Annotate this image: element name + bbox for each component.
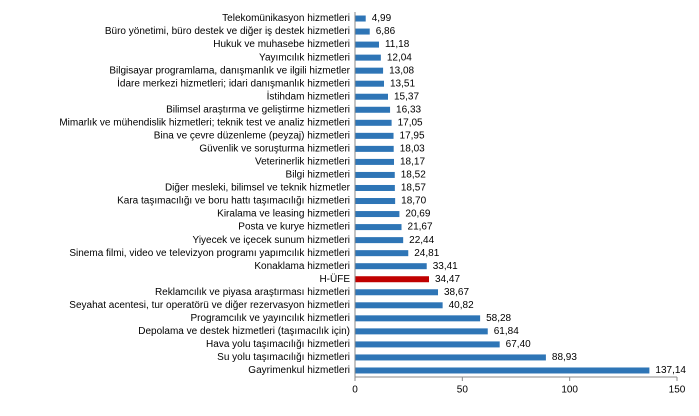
value-label: 11,18 [385, 39, 410, 50]
bar [355, 302, 443, 309]
bar [355, 328, 488, 335]
bar [355, 54, 381, 61]
bar [355, 263, 427, 270]
bar [355, 106, 391, 113]
y-tick-label: Bina ve çevre düzenleme (peyzaj) hizmetl… [154, 130, 350, 141]
value-label: 22,44 [409, 235, 434, 246]
value-label: 13,51 [390, 78, 415, 89]
y-tick-label: Güvenlik ve soruşturma hizmetleri [199, 144, 350, 155]
y-tick-label: Gayrimenkul hizmetleri [248, 365, 350, 376]
x-tick-label: 150 [669, 385, 686, 396]
value-label: 15,37 [394, 91, 419, 102]
bar [355, 237, 404, 244]
bar [355, 145, 394, 152]
y-tick-label: Bilgi hizmetleri [286, 170, 350, 181]
x-tick-label: 100 [561, 385, 578, 396]
x-tick-label: 0 [352, 385, 358, 396]
y-tick-label: Bilimsel araştırma ve geliştirme hizmetl… [166, 104, 350, 115]
bar [355, 224, 402, 231]
value-label: 13,08 [389, 65, 414, 76]
bar [355, 132, 394, 139]
value-label: 18,57 [401, 183, 426, 194]
bar [355, 184, 395, 191]
y-tick-label: Diğer mesleki, bilimsel ve teknik hizmet… [165, 183, 351, 194]
y-tick-label: Depolama ve destek hizmetleri (taşımacıl… [138, 326, 350, 337]
bar [355, 354, 546, 361]
value-label: 88,93 [552, 352, 577, 363]
bar [355, 367, 650, 374]
bar [355, 119, 392, 126]
value-label: 20,69 [405, 209, 430, 220]
y-tick-label: Büro yönetimi, büro destek ve diğer iş d… [105, 26, 350, 37]
value-label: 34,47 [435, 274, 460, 285]
value-label: 137,14 [655, 365, 686, 376]
y-tick-label: Yiyecek ve içecek sunum hizmetleri [193, 235, 350, 246]
y-tick-label: Kiralama ve leasing hizmetleri [217, 209, 350, 220]
y-tick-label: Programcılık ve yayıncılık hizmetleri [191, 313, 351, 324]
y-tick-label: Mimarlık ve mühendislik hizmetleri; tekn… [59, 117, 350, 128]
value-label: 33,41 [433, 261, 458, 272]
value-label: 18,03 [400, 144, 425, 155]
x-tick-label: 50 [457, 385, 469, 396]
bar [355, 171, 395, 178]
value-label: 67,40 [506, 339, 531, 350]
value-label: 38,67 [444, 287, 469, 298]
value-label: 18,17 [400, 157, 425, 168]
y-tick-label: H-ÜFE [319, 273, 350, 285]
bar [355, 198, 396, 205]
bar [355, 158, 395, 165]
y-tick-label: Seyahat acentesi, tur operatörü ve diğer… [69, 300, 350, 311]
y-tick-label: Reklamcılık ve piyasa araştırması hizmet… [155, 287, 350, 298]
value-label: 58,28 [486, 313, 511, 324]
value-label: 12,04 [387, 52, 412, 63]
bar [355, 276, 429, 283]
bar [355, 80, 385, 87]
y-tick-label: Konaklama hizmetleri [254, 261, 350, 272]
value-label: 6,86 [376, 26, 396, 37]
value-label: 17,05 [398, 117, 423, 128]
value-label: 40,82 [449, 300, 474, 311]
bar [355, 289, 439, 296]
y-tick-label: İstihdam hizmetleri [267, 89, 350, 102]
bar [355, 93, 388, 100]
value-label: 21,67 [408, 222, 433, 233]
value-label: 4,99 [372, 13, 392, 24]
bar [355, 250, 409, 257]
y-tick-label: Hukuk ve muhasebe hizmetleri [213, 39, 350, 50]
y-tick-label: Telekomünikasyon hizmetleri [222, 13, 350, 24]
y-tick-label: Posta ve kurye hizmetleri [238, 222, 350, 233]
bar [355, 67, 384, 74]
y-tick-label: Sinema filmi, video ve televizyon progra… [69, 248, 350, 259]
bar [355, 15, 366, 22]
y-tick-label: İdare merkezi hizmetleri; idari danışman… [117, 76, 350, 89]
value-label: 16,33 [396, 104, 421, 115]
bar [355, 341, 500, 348]
y-tick-label: Hava yolu taşımacılığı hizmetleri [206, 339, 350, 350]
value-label: 18,52 [401, 170, 426, 181]
value-label: 61,84 [494, 326, 519, 337]
bar [355, 28, 370, 35]
y-tick-label: Veterinerlik hizmetleri [255, 157, 350, 168]
bar [355, 315, 481, 322]
value-label: 18,70 [401, 196, 426, 207]
y-tick-label: Kara taşımacılığı ve boru hattı taşımacı… [117, 196, 350, 207]
bar [355, 41, 379, 48]
value-label: 24,81 [414, 248, 439, 259]
y-tick-label: Bilgisayar programlama, danışmanlık ve i… [109, 65, 350, 76]
value-label: 17,95 [400, 130, 425, 141]
y-tick-label: Su yolu taşımacılığı hizmetleri [217, 352, 350, 363]
bar [355, 211, 400, 218]
y-tick-label: Yayımcılık hizmetleri [259, 52, 350, 63]
